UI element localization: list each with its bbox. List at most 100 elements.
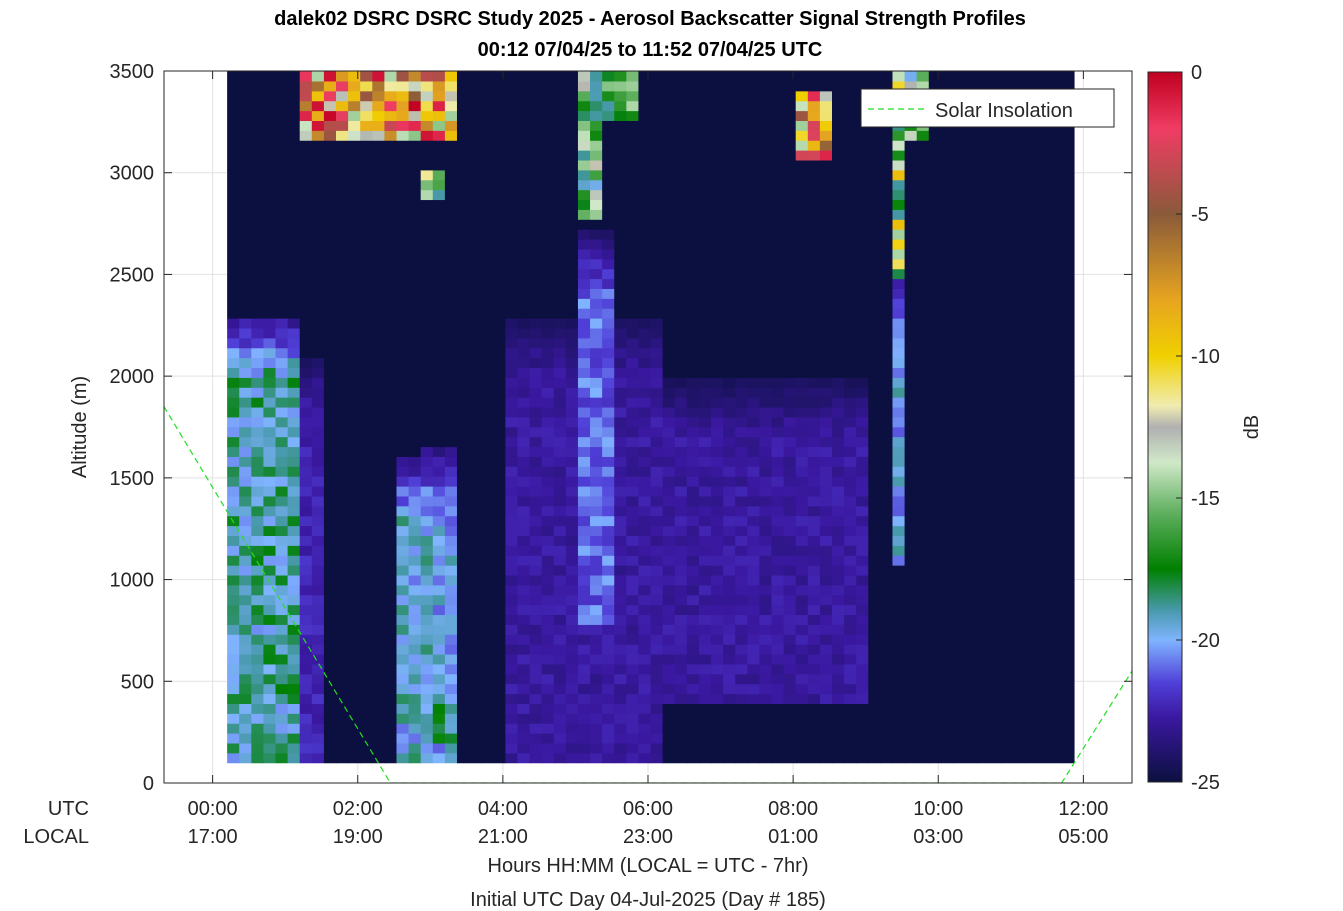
heatmap-cell bbox=[263, 426, 277, 438]
heatmap-cell bbox=[723, 347, 736, 359]
heatmap-cell bbox=[686, 238, 700, 250]
heatmap-cell bbox=[360, 752, 373, 764]
heatmap-cell bbox=[323, 594, 337, 606]
heatmap-cell bbox=[650, 397, 664, 408]
heatmap-cell bbox=[952, 594, 966, 606]
heatmap-cell bbox=[553, 406, 567, 418]
heatmap-cell bbox=[517, 604, 531, 616]
heatmap-cell bbox=[614, 367, 627, 378]
heatmap-cell bbox=[348, 169, 361, 181]
heatmap-cell bbox=[263, 347, 277, 359]
heatmap-cell bbox=[239, 159, 252, 171]
heatmap-cell bbox=[396, 238, 410, 250]
heatmap-cell bbox=[275, 406, 289, 418]
heatmap-cell bbox=[275, 673, 289, 685]
heatmap-cell bbox=[916, 189, 930, 201]
heatmap-cell bbox=[795, 397, 809, 408]
heatmap-cell bbox=[614, 416, 627, 428]
heatmap-cell bbox=[408, 466, 422, 477]
heatmap-cell bbox=[662, 308, 676, 319]
heatmap-cell bbox=[952, 624, 966, 635]
heatmap-cell bbox=[989, 209, 1002, 220]
heatmap-cell bbox=[868, 268, 881, 280]
heatmap-cell bbox=[940, 545, 954, 556]
heatmap-cell bbox=[698, 673, 712, 685]
heatmap-cell bbox=[396, 713, 410, 724]
heatmap-cell bbox=[916, 742, 930, 754]
heatmap-cell bbox=[541, 426, 555, 438]
heatmap-cell bbox=[348, 693, 361, 704]
heatmap-cell bbox=[336, 248, 349, 260]
heatmap-cell bbox=[626, 406, 640, 418]
heatmap-cell bbox=[928, 416, 942, 428]
heatmap-cell bbox=[590, 693, 603, 704]
heatmap-cell bbox=[323, 723, 337, 734]
heatmap-cell bbox=[783, 179, 797, 191]
heatmap-cell bbox=[650, 71, 664, 82]
heatmap-cell bbox=[481, 446, 494, 457]
heatmap-cell bbox=[299, 219, 313, 230]
heatmap-cell bbox=[904, 219, 918, 230]
heatmap-cell bbox=[553, 238, 567, 250]
heatmap-cell bbox=[227, 248, 240, 260]
heatmap-cell bbox=[287, 150, 301, 161]
heatmap-cell bbox=[384, 416, 398, 428]
heatmap-cell bbox=[251, 614, 265, 625]
heatmap-cell bbox=[892, 644, 906, 655]
heatmap-cell bbox=[771, 229, 785, 240]
heatmap-cell bbox=[577, 248, 591, 260]
heatmap-cell bbox=[771, 693, 785, 704]
heatmap-cell bbox=[529, 337, 543, 349]
heatmap-cell bbox=[856, 594, 869, 606]
heatmap-cell bbox=[336, 377, 349, 388]
heatmap-cell bbox=[856, 505, 869, 517]
heatmap-cell bbox=[916, 327, 930, 339]
heatmap-cell bbox=[771, 189, 785, 201]
heatmap-cell bbox=[360, 713, 373, 724]
heatmap-cell bbox=[807, 683, 821, 695]
heatmap-cell bbox=[638, 466, 652, 477]
heatmap-cell bbox=[493, 229, 506, 240]
heatmap-cell bbox=[698, 179, 712, 191]
heatmap-cell bbox=[360, 258, 373, 270]
heatmap-cell bbox=[868, 693, 881, 704]
heatmap-cell bbox=[469, 199, 482, 210]
heatmap-cell bbox=[481, 327, 494, 339]
heatmap-cell bbox=[747, 110, 761, 122]
heatmap-cell bbox=[928, 594, 942, 606]
heatmap-cell bbox=[747, 80, 761, 92]
heatmap-cell bbox=[832, 397, 845, 408]
heatmap-cell bbox=[723, 416, 736, 428]
heatmap-cell bbox=[1061, 179, 1075, 191]
heatmap-cell bbox=[263, 337, 277, 349]
heatmap-cell bbox=[1013, 308, 1027, 319]
heatmap-cell bbox=[396, 653, 410, 665]
heatmap-cell bbox=[565, 515, 579, 527]
heatmap-cell bbox=[493, 159, 506, 171]
heatmap-cell bbox=[977, 209, 990, 220]
heatmap-cell bbox=[1037, 604, 1051, 616]
heatmap-cell bbox=[348, 90, 361, 102]
heatmap-cell bbox=[287, 505, 301, 517]
heatmap-cell bbox=[1025, 515, 1039, 527]
heatmap-cell bbox=[275, 159, 289, 171]
heatmap-cell bbox=[590, 742, 603, 754]
heatmap-cell bbox=[674, 140, 688, 151]
heatmap-cell bbox=[1001, 159, 1015, 171]
heatmap-cell bbox=[868, 189, 881, 201]
heatmap-cell bbox=[505, 288, 519, 299]
heatmap-cell bbox=[844, 140, 857, 151]
heatmap-cell bbox=[517, 624, 531, 635]
heatmap-cell bbox=[1037, 377, 1051, 388]
heatmap-cell bbox=[952, 505, 966, 517]
heatmap-cell bbox=[674, 258, 688, 270]
heatmap-cell bbox=[868, 248, 881, 260]
heatmap-cell bbox=[444, 308, 458, 319]
heatmap-cell bbox=[1025, 703, 1039, 714]
heatmap-cell bbox=[723, 604, 736, 616]
heatmap-cell bbox=[735, 713, 748, 724]
heatmap-cell bbox=[323, 426, 337, 438]
heatmap-cell bbox=[275, 327, 289, 339]
heatmap-cell bbox=[553, 199, 567, 210]
heatmap-cell bbox=[517, 466, 531, 477]
